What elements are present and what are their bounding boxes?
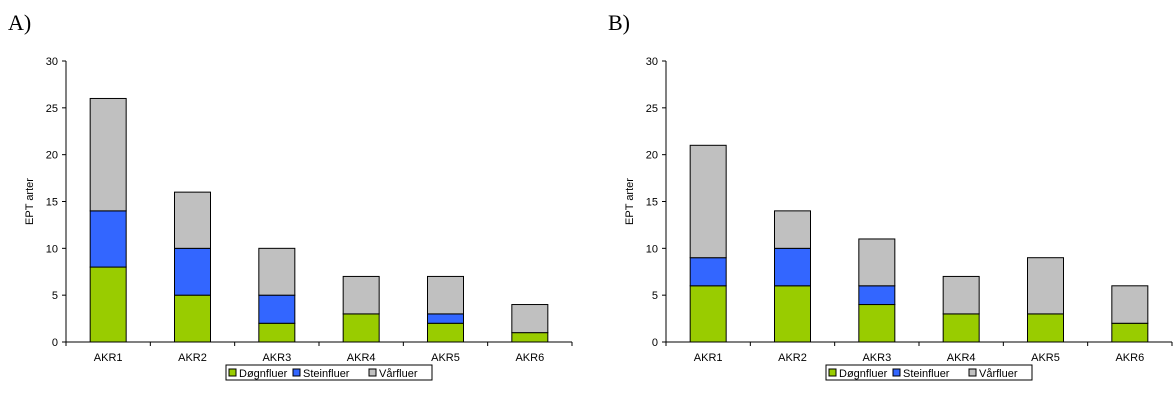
y-axis-label: EPT arter [24, 178, 36, 225]
legend-box [825, 364, 1033, 381]
legend-swatch [828, 368, 837, 377]
bar-segment-steinfluer-akr3 [258, 294, 296, 324]
bar-segment-v-rfluer-akr4 [342, 275, 380, 315]
y-tick-label: 15 [646, 197, 658, 209]
y-tick-label: 20 [46, 150, 58, 162]
y-tick-label: 0 [52, 337, 58, 349]
legend-label: Steinfluer [303, 368, 350, 380]
bar-segment-steinfluer-akr5 [427, 313, 464, 324]
y-tick-label: 5 [52, 290, 58, 302]
chart-panel-b: B) 0 5 10 15 20 25 30 EPT arter AKR1 AKR2 AKR3 AKR4… [600, 0, 1174, 394]
legend-swatch [368, 368, 377, 377]
legend-swatch [892, 368, 901, 377]
bar-segment-v-rfluer-akr6 [1111, 285, 1149, 324]
panel-label: A) [8, 10, 32, 35]
bar-segment-d-gnfluer-akr5 [427, 322, 464, 343]
bar-segment-d-gnfluer-akr1 [689, 285, 727, 343]
bar-segment-steinfluer-akr3 [858, 285, 896, 306]
bar-segment-v-rfluer-akr2 [774, 210, 811, 249]
legend-swatch [292, 368, 301, 377]
chart-a: 0 5 10 15 20 25 30 EPT arter AKR1 AKR2 AKR3 AKR4 AKR… [24, 56, 573, 381]
bar-segment-v-rfluer-akr5 [1027, 257, 1064, 315]
bar-segment-d-gnfluer-akr2 [174, 294, 211, 343]
y-tick-label: 10 [646, 243, 658, 255]
bar-segment-d-gnfluer-akr4 [342, 313, 380, 343]
bar-segment-d-gnfluer-akr2 [774, 285, 811, 343]
bar-segment-v-rfluer-akr1 [689, 144, 727, 259]
legend-label: Døgnfluer [239, 368, 288, 380]
bar-segment-steinfluer-akr1 [89, 210, 127, 268]
x-tick-label: AKR6 [1115, 352, 1144, 364]
x-tick-label: AKR2 [778, 352, 807, 364]
bar-segment-d-gnfluer-akr6 [1111, 322, 1149, 343]
y-tick-label: 0 [652, 337, 658, 349]
bar-segment-v-rfluer-akr3 [858, 238, 896, 287]
x-tick-label: AKR1 [94, 352, 123, 364]
bar-segment-d-gnfluer-akr4 [942, 313, 980, 343]
bar-segment-d-gnfluer-akr3 [258, 322, 296, 343]
legend-label: Vårfluer [979, 368, 1018, 380]
chart-b: 0 5 10 15 20 25 30 EPT arter AKR1 AKR2 AKR3 AKR4 AKR… [624, 56, 1173, 381]
x-tick-label: AKR5 [431, 352, 460, 364]
y-tick-label: 20 [646, 150, 658, 162]
bar-segment-v-rfluer-akr4 [942, 275, 980, 315]
x-tick-label: AKR3 [862, 352, 891, 364]
bar-segment-steinfluer-akr1 [689, 257, 727, 287]
legend: Døgnfluer Steinfluer Vårfluer [825, 364, 1033, 381]
bar-segment-v-rfluer-akr2 [174, 191, 211, 249]
x-tick-label: AKR6 [515, 352, 544, 364]
bar-segment-d-gnfluer-akr6 [511, 332, 549, 343]
y-tick-label: 25 [646, 103, 658, 115]
y-tick-label: 15 [46, 197, 58, 209]
panel-label: B) [608, 10, 630, 35]
bar-segment-steinfluer-akr2 [174, 247, 211, 296]
x-tick-label: AKR1 [694, 352, 723, 364]
x-tick-label: AKR5 [1031, 352, 1060, 364]
x-tick-label: AKR3 [262, 352, 291, 364]
x-tick-label: AKR2 [178, 352, 207, 364]
y-tick-label: 30 [46, 56, 58, 68]
bar-segment-d-gnfluer-akr1 [89, 266, 127, 343]
y-tick-label: 25 [46, 103, 58, 115]
x-tick-label: AKR4 [347, 352, 376, 364]
bar-segment-v-rfluer-akr3 [258, 247, 296, 296]
chart-panel-a: A) 0 5 10 15 20 25 30 EPT arter AKR1 AKR2 AKR3 AKR4… [8, 10, 573, 381]
y-tick-label: 5 [652, 290, 658, 302]
legend-swatch [228, 368, 237, 377]
legend: Døgnfluer Steinfluer Vårfluer [225, 364, 433, 381]
bar-segment-steinfluer-akr2 [774, 247, 811, 287]
y-axis-label: EPT arter [624, 178, 636, 225]
legend-label: Døgnfluer [839, 368, 888, 380]
bar-segment-v-rfluer-akr1 [89, 97, 127, 212]
legend-swatch [968, 368, 977, 377]
bar-segment-v-rfluer-akr5 [427, 275, 464, 315]
bar-segment-v-rfluer-akr6 [511, 304, 549, 334]
bar-segment-d-gnfluer-akr5 [1027, 313, 1064, 343]
legend-label: Vårfluer [379, 368, 418, 380]
legend-label: Steinfluer [903, 368, 950, 380]
x-tick-label: AKR4 [947, 352, 976, 364]
y-tick-label: 30 [646, 56, 658, 68]
legend-box [225, 364, 433, 381]
bar-segment-d-gnfluer-akr3 [858, 304, 896, 343]
y-tick-label: 10 [46, 243, 58, 255]
